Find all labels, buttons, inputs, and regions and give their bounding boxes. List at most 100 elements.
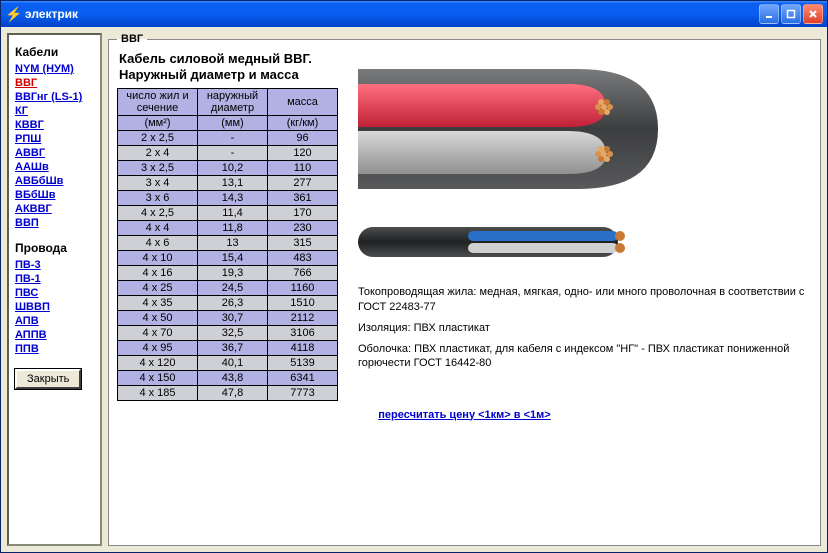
table-cell: 170 xyxy=(268,205,338,220)
table-row: 4 x 1015,4483 xyxy=(118,250,338,265)
sidebar-wire-link[interactable]: ППВ xyxy=(15,343,94,355)
table-cell: 4 x 2,5 xyxy=(118,205,198,220)
table-cell: 3 x 6 xyxy=(118,190,198,205)
table-row: 2 x 2,5-96 xyxy=(118,130,338,145)
table-cell: 3 x 2,5 xyxy=(118,160,198,175)
table-row: 3 x 2,510,2110 xyxy=(118,160,338,175)
table-cell: 4 x 150 xyxy=(118,370,198,385)
window-close-button[interactable] xyxy=(803,4,823,24)
table-header: масса xyxy=(268,88,338,115)
recalc-row: пересчитать цену <1км> в <1м> xyxy=(117,409,812,421)
table-cell: 3106 xyxy=(268,325,338,340)
sidebar-heading-wires: Провода xyxy=(15,241,94,255)
sidebar-cable-link[interactable]: АВБбШв xyxy=(15,175,94,187)
table-cell: 2112 xyxy=(268,310,338,325)
window-buttons xyxy=(759,4,823,24)
table-row: 4 x 2524,51160 xyxy=(118,280,338,295)
table-cell: 766 xyxy=(268,265,338,280)
table-cell: 30,7 xyxy=(198,310,268,325)
table-cell: 4118 xyxy=(268,340,338,355)
maximize-button[interactable] xyxy=(781,4,801,24)
table-row: 4 x 9536,74118 xyxy=(118,340,338,355)
table-cell: 4 x 35 xyxy=(118,295,198,310)
table-cell: 361 xyxy=(268,190,338,205)
sidebar-cable-link[interactable]: ВБбШв xyxy=(15,189,94,201)
app-window: ⚡ электрик Кабели NYM (НУМ)ВВГВВГнг (LS-… xyxy=(0,0,828,553)
table-cell: 4 x 16 xyxy=(118,265,198,280)
table-cell: 4 x 6 xyxy=(118,235,198,250)
sidebar-cable-link[interactable]: РПШ xyxy=(15,133,94,145)
description-insulation: Изоляция: ПВХ пластикат xyxy=(358,321,812,336)
table-cell: 40,1 xyxy=(198,355,268,370)
cable-group: ВВГ Кабель силовой медный ВВГ. Наружный … xyxy=(108,33,821,546)
sidebar-cable-link[interactable]: NYM (НУМ) xyxy=(15,63,94,75)
table-cell: 96 xyxy=(268,130,338,145)
table-row: 2 x 4-120 xyxy=(118,145,338,160)
sidebar-wire-link[interactable]: АПВ xyxy=(15,315,94,327)
sidebar-wire-link[interactable]: ПВ-3 xyxy=(15,259,94,271)
table-cell: 4 x 50 xyxy=(118,310,198,325)
table-cell: 43,8 xyxy=(198,370,268,385)
table-row: 4 x 15043,86341 xyxy=(118,370,338,385)
sidebar-cable-link[interactable]: АВВГ xyxy=(15,147,94,159)
table-cell: 120 xyxy=(268,145,338,160)
table-row: 4 x 1619,3766 xyxy=(118,265,338,280)
table-cell: 47,8 xyxy=(198,385,268,400)
table-cell: 6341 xyxy=(268,370,338,385)
sidebar: Кабели NYM (НУМ) ВВГ ВВГнг (LS-1) КГ КВВГ РПШ… xyxy=(7,33,102,546)
table-cell: 110 xyxy=(268,160,338,175)
table-cell: 24,5 xyxy=(198,280,268,295)
minimize-button[interactable] xyxy=(759,4,779,24)
table-cell: 7773 xyxy=(268,385,338,400)
table-cell: 13 xyxy=(198,235,268,250)
description-conductor: Токопроводящая жила: медная, мягкая, одн… xyxy=(358,285,812,315)
image-column: Токопроводящая жила: медная, мягкая, одн… xyxy=(358,49,812,377)
sidebar-cable-link[interactable]: ВВГнг (LS-1) xyxy=(15,91,94,103)
sidebar-cable-link[interactable]: ААШв xyxy=(15,161,94,173)
table-cell: 4 x 10 xyxy=(118,250,198,265)
cable-flat-image xyxy=(358,217,658,267)
sidebar-cable-link[interactable]: КГ xyxy=(15,105,94,117)
table-column: Кабель силовой медный ВВГ. Наружный диам… xyxy=(117,49,338,401)
sidebar-cable-link[interactable]: ВВГ xyxy=(15,77,94,89)
main-area: ВВГ Кабель силовой медный ВВГ. Наружный … xyxy=(108,33,821,546)
app-icon: ⚡ xyxy=(5,6,21,22)
table-subheader: (мм) xyxy=(198,115,268,130)
table-cell: 277 xyxy=(268,175,338,190)
sidebar-wire-link[interactable]: ШВВП xyxy=(15,301,94,313)
sidebar-cable-link[interactable]: АКВВГ xyxy=(15,203,94,215)
sidebar-wire-link[interactable]: ПВ-1 xyxy=(15,273,94,285)
table-cell: 11,4 xyxy=(198,205,268,220)
sidebar-heading-cables: Кабели xyxy=(15,45,94,59)
table-cell: 4 x 70 xyxy=(118,325,198,340)
table-cell: 15,4 xyxy=(198,250,268,265)
table-cell: 4 x 4 xyxy=(118,220,198,235)
table-row: 4 x 18547,87773 xyxy=(118,385,338,400)
recalc-link[interactable]: пересчитать цену <1км> в <1м> xyxy=(378,409,550,421)
sidebar-cable-link[interactable]: ВВП xyxy=(15,217,94,229)
table-cell: 4 x 25 xyxy=(118,280,198,295)
close-button[interactable]: Закрыть xyxy=(15,369,81,389)
table-cell: 2 x 4 xyxy=(118,145,198,160)
table-title: Кабель силовой медный ВВГ. Наружный диам… xyxy=(119,51,338,84)
sidebar-wire-link[interactable]: ПВС xyxy=(15,287,94,299)
sidebar-cable-link[interactable]: КВВГ xyxy=(15,119,94,131)
table-cell: 11,8 xyxy=(198,220,268,235)
table-cell: 10,2 xyxy=(198,160,268,175)
table-cell: 1510 xyxy=(268,295,338,310)
sidebar-wire-link[interactable]: АППВ xyxy=(15,329,94,341)
table-cell: 19,3 xyxy=(198,265,268,280)
table-cell: 483 xyxy=(268,250,338,265)
table-cell: 26,3 xyxy=(198,295,268,310)
table-subheader: (кг/км) xyxy=(268,115,338,130)
table-cell: 3 x 4 xyxy=(118,175,198,190)
table-cell: 5139 xyxy=(268,355,338,370)
table-row: 4 x 613315 xyxy=(118,235,338,250)
table-row: 3 x 614,3361 xyxy=(118,190,338,205)
table-cell: 36,7 xyxy=(198,340,268,355)
table-row: 4 x 3526,31510 xyxy=(118,295,338,310)
table-cell: 32,5 xyxy=(198,325,268,340)
table-row: 4 x 411,8230 xyxy=(118,220,338,235)
sidebar-wires-list: ПВ-3 ПВ-1 ПВС ШВВП АПВ АППВ ППВ xyxy=(15,259,94,355)
table-cell: - xyxy=(198,130,268,145)
